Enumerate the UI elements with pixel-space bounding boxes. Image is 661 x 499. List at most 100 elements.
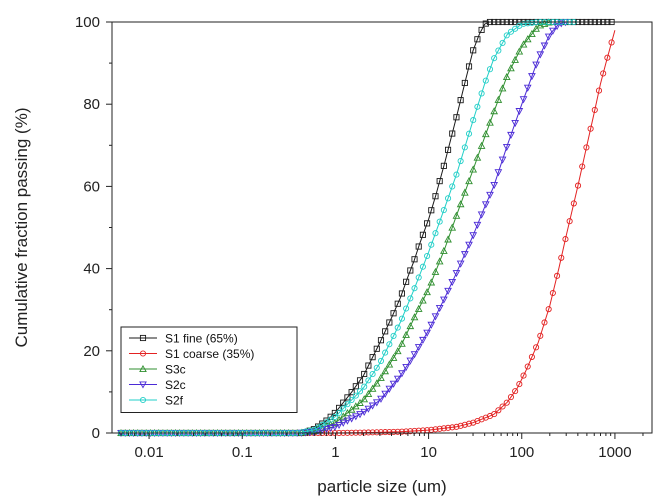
data-point bbox=[424, 252, 431, 260]
legend-label: S2f bbox=[165, 394, 184, 408]
data-point bbox=[431, 267, 440, 275]
data-point bbox=[415, 243, 422, 250]
data-point bbox=[393, 375, 402, 383]
data-point bbox=[385, 360, 394, 368]
data-point bbox=[360, 408, 369, 416]
data-point bbox=[528, 353, 535, 360]
data-point bbox=[390, 332, 397, 339]
data-point bbox=[386, 341, 393, 348]
data-point bbox=[361, 383, 368, 390]
data-point bbox=[398, 290, 405, 297]
data-point bbox=[365, 377, 372, 384]
data-point bbox=[516, 381, 523, 388]
data-point bbox=[356, 411, 364, 419]
data-point bbox=[541, 319, 548, 326]
data-point bbox=[482, 77, 489, 84]
data-point bbox=[562, 236, 569, 243]
data-point bbox=[520, 372, 527, 379]
data-point bbox=[600, 70, 607, 77]
data-point bbox=[373, 364, 380, 371]
data-point bbox=[461, 144, 468, 151]
y-tick-label: 20 bbox=[83, 343, 100, 360]
data-point bbox=[428, 426, 435, 433]
data-point bbox=[302, 428, 309, 435]
data-point bbox=[445, 146, 452, 153]
data-point bbox=[473, 221, 482, 229]
data-point bbox=[453, 114, 460, 121]
data-point bbox=[587, 125, 594, 132]
data-point bbox=[440, 162, 447, 169]
data-point bbox=[604, 54, 611, 61]
data-point bbox=[478, 90, 485, 97]
data-point bbox=[364, 389, 373, 397]
data-point bbox=[365, 362, 372, 369]
data-point bbox=[369, 354, 376, 361]
data-point bbox=[394, 324, 401, 331]
data-point bbox=[608, 39, 615, 46]
data-point bbox=[470, 117, 477, 124]
data-point bbox=[540, 42, 549, 50]
data-point bbox=[486, 66, 494, 73]
y-tick-label: 60 bbox=[83, 178, 100, 195]
data-point bbox=[558, 254, 565, 261]
data-point bbox=[419, 296, 427, 304]
data-point bbox=[351, 413, 360, 421]
data-point bbox=[486, 118, 494, 126]
data-point bbox=[486, 191, 494, 199]
data-point bbox=[398, 339, 406, 347]
y-axis-ticks: 0 20 40 60 80 100 bbox=[75, 14, 112, 442]
data-point bbox=[377, 357, 385, 364]
data-point bbox=[528, 19, 535, 26]
data-point bbox=[432, 426, 439, 433]
data-point bbox=[574, 182, 582, 189]
data-point bbox=[407, 295, 414, 302]
data-point bbox=[453, 423, 460, 430]
data-point bbox=[507, 394, 514, 401]
data-point bbox=[348, 396, 355, 403]
data-point bbox=[327, 416, 334, 423]
data-point bbox=[502, 72, 511, 81]
data-point bbox=[515, 108, 524, 116]
data-point bbox=[519, 40, 528, 48]
data-point bbox=[343, 417, 352, 425]
data-point bbox=[365, 429, 372, 436]
data-point bbox=[465, 241, 473, 249]
data-point bbox=[410, 313, 419, 321]
data-point bbox=[424, 220, 431, 227]
data-point bbox=[477, 211, 486, 219]
data-point bbox=[465, 63, 473, 70]
data-point bbox=[474, 36, 481, 43]
data-point bbox=[512, 25, 519, 32]
data-point bbox=[382, 328, 389, 335]
data-point bbox=[414, 304, 423, 312]
data-point bbox=[440, 246, 448, 254]
data-point bbox=[360, 395, 369, 403]
data-point bbox=[465, 176, 473, 185]
data-point bbox=[406, 321, 415, 330]
data-point bbox=[381, 390, 390, 398]
data-point bbox=[386, 428, 393, 436]
data-point bbox=[351, 402, 360, 410]
data-point bbox=[549, 289, 556, 297]
data-point bbox=[461, 79, 468, 87]
x-tick-label: 0.1 bbox=[232, 444, 253, 461]
data-point bbox=[398, 370, 406, 378]
data-point bbox=[402, 363, 410, 372]
data-point bbox=[469, 165, 478, 173]
data-point bbox=[381, 367, 390, 375]
data-point bbox=[512, 388, 519, 395]
data-point bbox=[398, 428, 405, 435]
data-point bbox=[390, 428, 397, 435]
x-tick-label: 100 bbox=[509, 444, 534, 461]
data-point bbox=[449, 424, 456, 431]
data-point bbox=[419, 231, 426, 238]
data-point bbox=[503, 32, 510, 39]
data-point bbox=[368, 402, 377, 410]
data-point bbox=[347, 405, 356, 413]
data-point bbox=[361, 370, 368, 378]
legend-item: S1 fine (65%) bbox=[129, 332, 238, 346]
data-point bbox=[323, 419, 330, 426]
x-axis-title: particle size (um) bbox=[317, 477, 446, 496]
data-point bbox=[456, 260, 465, 268]
